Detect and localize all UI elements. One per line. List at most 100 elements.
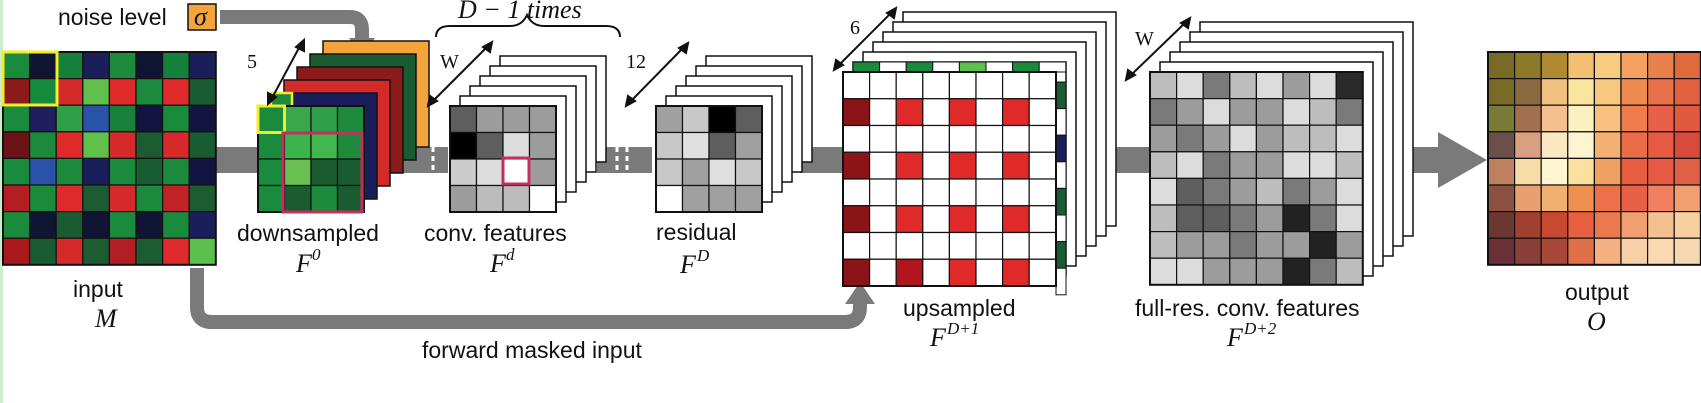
res-cell (655, 158, 684, 187)
input-cell (82, 157, 111, 186)
output-cell (1487, 237, 1516, 266)
output-cell (1673, 237, 1701, 266)
conv-cell (528, 184, 557, 213)
res-cell (681, 184, 710, 213)
input-cell (108, 131, 137, 160)
full-cell (1335, 97, 1364, 126)
input-cell (29, 157, 57, 186)
up-cell (842, 231, 871, 260)
down-cell (310, 131, 339, 160)
output-cell (1646, 184, 1675, 213)
conv-border (449, 105, 557, 213)
forward-arrow-head (845, 282, 875, 304)
down-highlight-pink (281, 131, 364, 214)
arrow-input-to-down (215, 147, 260, 173)
full-cell (1335, 204, 1364, 233)
down-cell (336, 158, 365, 187)
input-cell (135, 157, 164, 186)
input-cell (108, 184, 137, 213)
output-cell (1673, 157, 1701, 186)
res-cell (681, 158, 710, 187)
output-cell (1487, 131, 1516, 160)
output-cell (1487, 157, 1516, 186)
down-cell (257, 158, 286, 187)
full-cell (1175, 231, 1204, 259)
input-cell (108, 51, 137, 80)
input-cell (2, 131, 31, 160)
conv-cell (475, 158, 504, 187)
full-cell (1202, 151, 1231, 180)
dim-arrow-5 (271, 45, 301, 99)
output-cell (1513, 77, 1542, 106)
up-cell (895, 71, 924, 100)
full-cell (1175, 204, 1204, 233)
conv-highlight-pink (501, 156, 531, 186)
up-cell (842, 258, 871, 287)
res-cell (734, 105, 763, 134)
input-cell (108, 211, 137, 239)
dim-arrow-w-right (1129, 21, 1187, 77)
conv-cell (449, 131, 478, 160)
input-cell (188, 157, 217, 186)
output-grid (1487, 51, 1701, 266)
full-cell (1175, 97, 1204, 126)
input-cell (55, 237, 84, 266)
up-cell (1001, 258, 1030, 287)
up-cell (895, 205, 924, 234)
down-sup: 0 (312, 245, 321, 264)
full-cell (1255, 231, 1284, 259)
up-cell (868, 98, 897, 127)
up-layer-topcell (1012, 61, 1040, 73)
conv-cell (449, 184, 478, 213)
full-cell (1229, 71, 1258, 100)
input-cell (135, 131, 164, 160)
dim-label-5: 5 (247, 51, 257, 73)
down-symbol: F (295, 249, 313, 278)
res-cell (708, 158, 737, 187)
input-cell (82, 77, 111, 106)
input-cell (2, 157, 31, 186)
output-cell (1646, 104, 1675, 133)
up-cell (1001, 205, 1030, 234)
input-cell (2, 211, 31, 239)
output-cell (1540, 77, 1569, 106)
up-cell (1028, 205, 1057, 234)
res-symbol: F (679, 250, 697, 279)
output-cell (1540, 104, 1569, 133)
conv-symbol: F (489, 249, 507, 278)
input-cell (82, 51, 111, 80)
up-cell (948, 205, 977, 234)
noise-level-label: noise level (58, 4, 167, 30)
up-cell (895, 98, 924, 127)
up-cell (1028, 124, 1057, 153)
full-cell (1175, 124, 1204, 153)
res-cell (734, 158, 763, 187)
full-cell (1175, 151, 1204, 180)
down-cell (283, 105, 312, 134)
full-cell (1149, 177, 1178, 206)
forward-arrow (190, 268, 867, 329)
full-cell (1149, 204, 1178, 233)
res-cell (708, 131, 737, 160)
up-cell (948, 124, 977, 153)
full-cell (1202, 177, 1231, 206)
full-cell (1255, 71, 1284, 100)
input-cell (2, 237, 31, 266)
up-layer-topcell (985, 61, 1014, 73)
full-cell (1175, 71, 1204, 100)
up-cell (948, 71, 977, 100)
input-symbol: M (94, 304, 118, 333)
full-cell (1229, 204, 1258, 233)
input-cell (29, 51, 57, 80)
output-cell (1567, 184, 1596, 213)
input-cell (2, 77, 31, 106)
input-cell (29, 131, 57, 160)
output-cell (1620, 184, 1649, 213)
full-cell (1149, 257, 1178, 286)
full-cell (1255, 97, 1284, 126)
up-cell (975, 231, 1004, 260)
up-cell (895, 178, 924, 207)
input-cell (188, 237, 217, 266)
full-cell (1308, 124, 1337, 153)
